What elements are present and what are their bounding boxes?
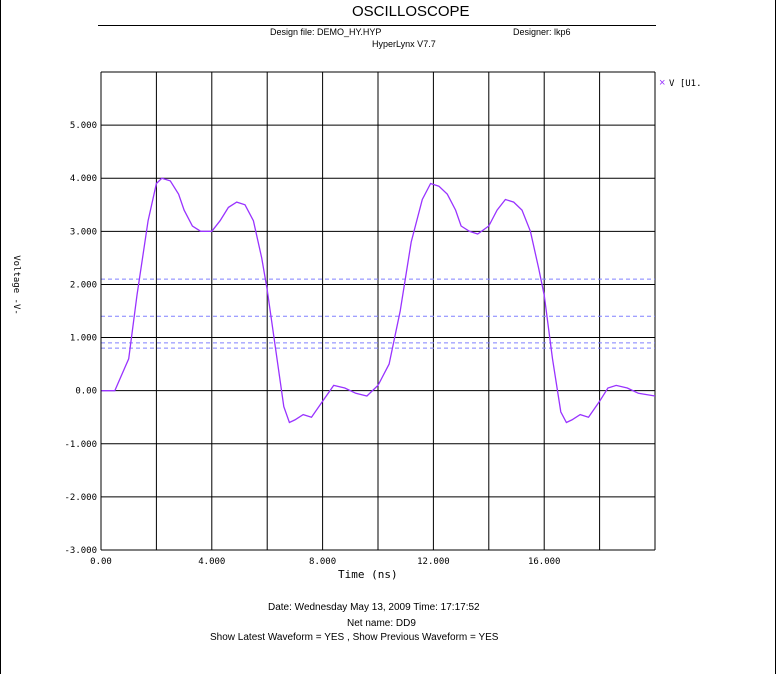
waveform-series-line bbox=[101, 177, 656, 424]
legend-marker: × bbox=[659, 77, 666, 89]
legend-label: V [U1. bbox=[669, 79, 702, 89]
y-tick-label: -3.000 bbox=[64, 546, 97, 556]
y-tick-label: -2.000 bbox=[64, 493, 97, 503]
x-tick-label: 8.000 bbox=[309, 557, 336, 567]
x-axis-title: Time (ns) bbox=[338, 568, 398, 581]
net-name-label: Net name: DD9 bbox=[347, 618, 416, 629]
page-title: OSCILLOSCOPE bbox=[352, 3, 470, 20]
date-time-label: Date: Wednesday May 13, 2009 Time: 17:17… bbox=[268, 602, 480, 613]
x-tick-label: 0.00 bbox=[90, 557, 112, 567]
y-tick-label: -1.000 bbox=[64, 440, 97, 450]
y-tick-label: 3.000 bbox=[70, 227, 97, 237]
x-tick-label: 16.000 bbox=[528, 557, 561, 567]
title-divider bbox=[98, 25, 656, 26]
waveform-flags-label: Show Latest Waveform = YES , Show Previo… bbox=[210, 632, 499, 643]
y-axis-title: Voltage -V- bbox=[11, 255, 21, 315]
page-frame-left bbox=[0, 0, 1, 674]
x-tick-label: 12.000 bbox=[417, 557, 450, 567]
x-tick-label: 4.000 bbox=[198, 557, 225, 567]
y-tick-label: 2.000 bbox=[70, 280, 97, 290]
y-tick-label: 5.000 bbox=[70, 121, 97, 131]
version-label: HyperLynx V7.7 bbox=[372, 39, 436, 49]
y-tick-label: 4.000 bbox=[70, 174, 97, 184]
y-tick-label: 0.00 bbox=[75, 387, 97, 397]
design-file-label: Design file: DEMO_HY.HYP bbox=[270, 27, 382, 37]
designer-label: Designer: lkp6 bbox=[513, 27, 571, 37]
y-tick-label: 1.000 bbox=[70, 334, 97, 344]
